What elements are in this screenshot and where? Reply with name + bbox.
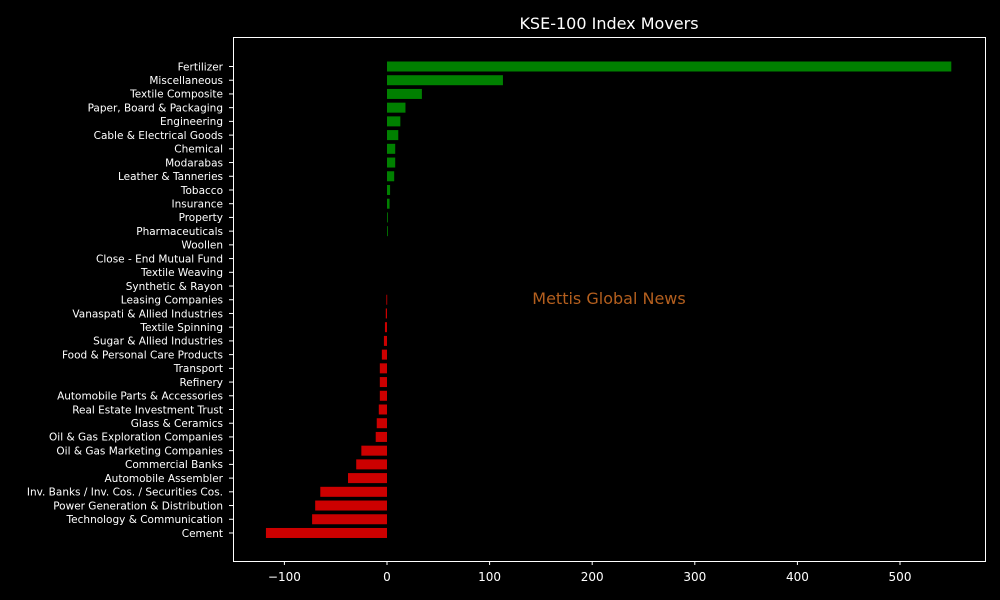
bar	[379, 363, 387, 374]
x-tick-label: −100	[268, 570, 301, 584]
bar	[376, 418, 387, 429]
category-label: Cement	[182, 528, 223, 540]
category-label: Fertilizer	[178, 61, 224, 73]
x-tick-label: 0	[383, 570, 391, 584]
category-label: Oil & Gas Exploration Companies	[49, 432, 223, 444]
bar	[265, 527, 387, 538]
category-label: Automobile Assembler	[105, 473, 224, 485]
bar	[387, 157, 396, 168]
category-label: Modarabas	[165, 157, 223, 169]
bar	[315, 500, 387, 511]
category-label: Woollen	[181, 240, 223, 252]
category-label: Engineering	[160, 116, 223, 128]
category-label: Synthetic & Rayon	[126, 281, 223, 293]
category-label: Insurance	[171, 199, 223, 211]
category-label: Real Estate Investment Trust	[72, 404, 223, 416]
bar	[387, 198, 390, 209]
bar	[361, 445, 387, 456]
bar	[387, 143, 396, 154]
category-labels: Fertilizer Miscellaneous Textile Composite…	[27, 61, 233, 540]
bar	[387, 130, 399, 141]
chart-title: KSE-100 Index Movers	[519, 14, 698, 33]
bar	[387, 184, 391, 195]
category-label: Oil & Gas Marketing Companies	[56, 445, 223, 457]
category-label: Transport	[173, 363, 223, 375]
category-label: Textile Weaving	[140, 267, 223, 279]
bar	[348, 473, 387, 484]
category-label: Automobile Parts & Accessories	[57, 391, 223, 403]
watermark: Mettis Global News	[532, 289, 685, 308]
bar	[387, 61, 952, 72]
bar	[387, 75, 503, 86]
x-tick-label: 100	[478, 570, 501, 584]
bar	[383, 335, 387, 346]
plot-area-frame	[233, 37, 986, 562]
x-tick-label: 400	[786, 570, 809, 584]
bar	[387, 226, 388, 237]
category-label: Pharmaceuticals	[136, 226, 223, 238]
x-axis-ticks: −100 0 100 200 300 400 500	[268, 561, 912, 584]
category-label: Cable & Electrical Goods	[94, 130, 223, 142]
bar	[356, 459, 387, 470]
bar	[375, 431, 387, 442]
x-tick-label: 500	[889, 570, 912, 584]
category-label: Refinery	[179, 377, 223, 389]
bar	[381, 349, 387, 360]
x-tick-label: 200	[581, 570, 604, 584]
category-label: Glass & Ceramics	[131, 418, 223, 430]
bars-group	[265, 61, 952, 538]
bar	[387, 102, 406, 113]
x-tick-label: 300	[683, 570, 706, 584]
category-label: Textile Spinning	[139, 322, 223, 334]
bar	[379, 390, 387, 401]
category-label: Textile Composite	[129, 89, 223, 101]
bar	[384, 322, 387, 333]
category-label: Close - End Mutual Fund	[96, 253, 223, 265]
category-label: Paper, Board & Packaging	[88, 102, 223, 114]
category-label: Property	[179, 212, 223, 224]
category-label: Power Generation & Distribution	[53, 500, 223, 512]
bar	[386, 294, 388, 305]
category-label: Technology & Communication	[66, 514, 223, 526]
bar	[312, 514, 387, 525]
category-label: Inv. Banks / Inv. Cos. / Securities Cos.	[27, 487, 223, 499]
category-label: Vanaspati & Allied Industries	[72, 308, 223, 320]
bar	[387, 212, 388, 223]
category-label: Sugar & Allied Industries	[93, 336, 223, 348]
category-label: Food & Personal Care Products	[62, 349, 223, 361]
category-label: Miscellaneous	[149, 75, 223, 87]
bar	[387, 171, 395, 182]
category-label: Tobacco	[180, 185, 223, 197]
bar	[379, 377, 387, 388]
category-label: Commercial Banks	[125, 459, 223, 471]
bar	[378, 404, 387, 415]
bar	[387, 116, 401, 127]
bar	[387, 88, 422, 99]
bar	[320, 486, 387, 497]
category-label: Leasing Companies	[121, 295, 223, 307]
bar	[385, 308, 387, 319]
category-label: Chemical	[174, 144, 223, 156]
category-label: Leather & Tanneries	[118, 171, 223, 183]
